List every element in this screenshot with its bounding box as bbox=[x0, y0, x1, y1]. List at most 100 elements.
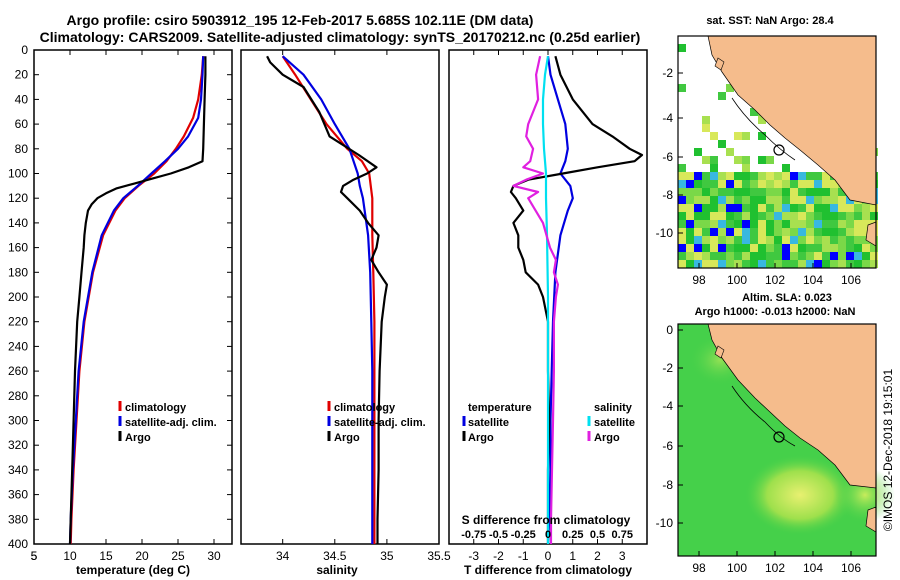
depth-tick-label: 340 bbox=[8, 463, 28, 477]
sst-pixel bbox=[822, 172, 830, 180]
sst-pixel bbox=[822, 188, 830, 196]
sst-pixel bbox=[726, 172, 734, 180]
map-y-tick-label: 0 bbox=[666, 323, 673, 337]
sst-pixel bbox=[694, 180, 702, 188]
sst-pixel bbox=[686, 252, 694, 260]
sst-pixel bbox=[870, 260, 878, 268]
sst-pixel bbox=[862, 220, 870, 228]
sst-pixel bbox=[710, 204, 718, 212]
legend-label-climatology: climatology bbox=[125, 402, 187, 414]
sst-pixel bbox=[758, 172, 766, 180]
sst-pixel bbox=[830, 228, 838, 236]
sst-pixel bbox=[822, 220, 830, 228]
sst-pixel bbox=[854, 252, 862, 260]
sst-pixel bbox=[726, 220, 734, 228]
sst-pixel bbox=[734, 204, 742, 212]
sst-pixel bbox=[766, 228, 774, 236]
sst-pixel bbox=[774, 172, 782, 180]
x-tick-label: 15 bbox=[99, 549, 113, 563]
top-tick-label: -0.5 bbox=[489, 529, 508, 541]
x-tick-label: 2 bbox=[594, 549, 601, 563]
sst-pixel bbox=[750, 204, 758, 212]
sst-pixel bbox=[750, 236, 758, 244]
sst-pixel bbox=[766, 212, 774, 220]
sst-pixel bbox=[734, 220, 742, 228]
x-tick-label: 30 bbox=[207, 549, 221, 563]
x-tick-label: 3 bbox=[619, 549, 626, 563]
sst-pixel bbox=[702, 180, 710, 188]
depth-tick-label: 120 bbox=[8, 191, 28, 205]
sst-pixel bbox=[718, 252, 726, 260]
sla-map-anomaly-1 bbox=[745, 455, 855, 535]
sst-pixel bbox=[798, 220, 806, 228]
sst-pixel bbox=[862, 204, 870, 212]
depth-tick-label: 140 bbox=[8, 216, 28, 230]
sst-pixel bbox=[710, 212, 718, 220]
sst-pixel bbox=[790, 220, 798, 228]
sst-pixel bbox=[854, 204, 862, 212]
sst-pixel bbox=[830, 260, 838, 268]
sst-pixel bbox=[814, 228, 822, 236]
map-y-tick-label: -2 bbox=[662, 361, 673, 375]
sst-pixel bbox=[814, 188, 822, 196]
sst-pixel bbox=[758, 188, 766, 196]
map-x-tick-label: 102 bbox=[765, 273, 785, 287]
sst-pixel bbox=[702, 204, 710, 212]
sst-pixel bbox=[806, 244, 814, 252]
map-x-tick-label: 100 bbox=[727, 561, 747, 575]
sst-pixel bbox=[830, 236, 838, 244]
sst-pixel bbox=[766, 244, 774, 252]
salinity-panel: 34 34.5 35 35.5 salinity climatology satell… bbox=[240, 49, 451, 577]
top-tick-label: -0.75 bbox=[461, 529, 486, 541]
sst-pixel bbox=[742, 204, 750, 212]
x-tick-label: 5 bbox=[31, 549, 38, 563]
sst-pixel bbox=[870, 252, 878, 260]
sst-pixel bbox=[734, 228, 742, 236]
temperature-legend: climatology satellite-adj. clim. Argo bbox=[118, 401, 217, 444]
sst-pixel bbox=[806, 236, 814, 244]
sst-pixel bbox=[686, 260, 694, 268]
sst-pixel bbox=[742, 188, 750, 196]
sst-pixel bbox=[694, 252, 702, 260]
legend-label-satellite: satellite-adj. clim. bbox=[334, 417, 426, 429]
sst-pixel bbox=[854, 212, 862, 220]
sst-pixel bbox=[694, 172, 702, 180]
sst-pixel bbox=[702, 236, 710, 244]
sst-pixel bbox=[702, 196, 710, 204]
sst-pixel bbox=[870, 244, 878, 252]
sst-pixel bbox=[774, 180, 782, 188]
sst-pixel bbox=[790, 252, 798, 260]
sst-pixel bbox=[822, 196, 830, 204]
sst-pixel bbox=[806, 220, 814, 228]
series-line-salinity-satellite bbox=[541, 56, 550, 544]
sst-pixel bbox=[758, 212, 766, 220]
map-y-tick-label: -2 bbox=[662, 66, 673, 80]
sst-pixel bbox=[694, 236, 702, 244]
sla-map-isobath bbox=[731, 385, 796, 447]
depth-tick-label: 20 bbox=[15, 68, 29, 82]
x-tick-label: 20 bbox=[135, 549, 149, 563]
sst-pixel bbox=[782, 212, 790, 220]
sst-pixel bbox=[742, 228, 750, 236]
sst-pixel bbox=[710, 236, 718, 244]
sst-pixel bbox=[750, 196, 758, 204]
temperature-axes bbox=[33, 49, 233, 545]
sst-pixel bbox=[726, 180, 734, 188]
sst-pixel bbox=[718, 140, 726, 148]
sst-pixel bbox=[726, 84, 734, 92]
sst-pixel bbox=[710, 220, 718, 228]
sst-pixel bbox=[830, 188, 838, 196]
sst-pixel bbox=[678, 260, 686, 268]
sst-pixel bbox=[774, 260, 782, 268]
sst-pixel bbox=[742, 164, 750, 172]
sla-map: Altim. SLA: 0.023 Argo h1000: -0.013 h20… bbox=[656, 292, 895, 575]
map-x-tick-label: 98 bbox=[692, 273, 706, 287]
map-y-tick-label: -10 bbox=[656, 226, 674, 240]
sst-pixel bbox=[678, 228, 686, 236]
sst-pixel bbox=[686, 212, 694, 220]
sst-pixel bbox=[814, 220, 822, 228]
sst-pixel bbox=[814, 172, 822, 180]
x-tick-label: 0 bbox=[545, 549, 552, 563]
sst-pixel bbox=[678, 84, 686, 92]
sst-pixel bbox=[702, 124, 710, 132]
